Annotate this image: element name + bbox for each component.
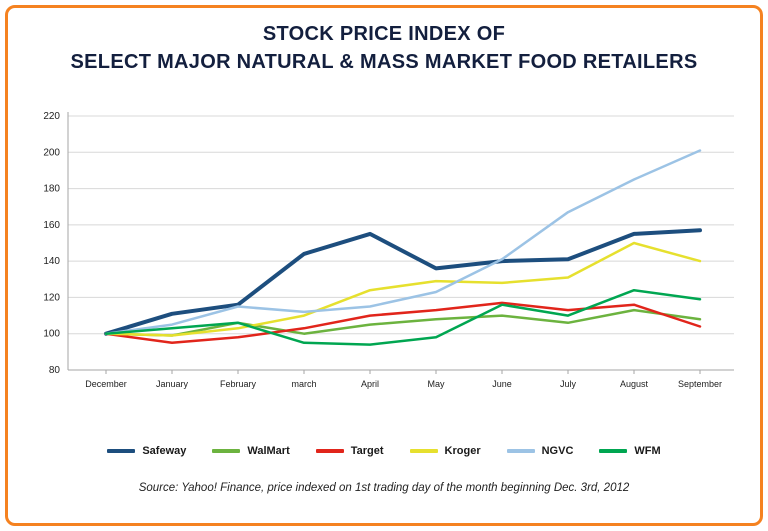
svg-text:July: July — [560, 379, 577, 389]
legend-item-wfm: WFM — [599, 445, 661, 457]
line-chart-svg: 80 100 120 140 160 180 200 220 December January Fe… — [43, 111, 734, 389]
svg-text:February: February — [220, 379, 257, 389]
chart-title: STOCK PRICE INDEX OF SELECT MAJOR NATURA… — [0, 20, 768, 76]
svg-text:80: 80 — [49, 365, 61, 376]
legend-swatch-target — [315, 449, 344, 453]
svg-text:200: 200 — [43, 147, 60, 158]
legend-label: Safeway — [142, 445, 187, 457]
svg-text:160: 160 — [43, 220, 60, 231]
legend-swatch-ngvc — [506, 449, 535, 453]
svg-text:April: April — [361, 379, 379, 389]
decorative-frame — [5, 5, 763, 526]
svg-text:January: January — [156, 379, 189, 389]
svg-text:180: 180 — [43, 184, 60, 195]
legend-item-ngvc: NGVC — [506, 445, 574, 457]
legend-item-walmart: WalMart — [212, 445, 290, 457]
chart-legend: Safeway WalMart Target Kroger NGVC WFM — [0, 445, 768, 457]
legend-label: WalMart — [247, 445, 290, 457]
legend-item-kroger: Kroger — [409, 445, 481, 457]
legend-item-safeway: Safeway — [107, 445, 186, 457]
svg-text:June: June — [492, 379, 512, 389]
legend-swatch-kroger — [409, 449, 438, 453]
svg-text:August: August — [620, 379, 649, 389]
svg-text:140: 140 — [43, 256, 60, 267]
chart-title-line2: SELECT MAJOR NATURAL & MASS MARKET FOOD … — [70, 51, 698, 73]
chart-title-line1: STOCK PRICE INDEX OF — [262, 23, 506, 45]
line-chart: 80 100 120 140 160 180 200 220 December January Fe… — [26, 100, 742, 410]
svg-text:December: December — [85, 379, 127, 389]
svg-text:100: 100 — [43, 329, 60, 340]
source-note: Source: Yahoo! Finance, price indexed on… — [138, 482, 630, 494]
svg-text:May: May — [427, 379, 445, 389]
legend-label: NGVC — [541, 445, 574, 457]
legend-swatch-wfm — [599, 449, 628, 453]
legend-swatch-walmart — [212, 449, 241, 453]
legend-label: Kroger — [444, 445, 481, 457]
svg-text:September: September — [678, 379, 722, 389]
legend-label: WFM — [634, 445, 661, 457]
svg-text:220: 220 — [43, 111, 60, 122]
legend-swatch-safeway — [107, 449, 136, 453]
legend-item-target: Target — [315, 445, 384, 457]
svg-text:120: 120 — [43, 292, 60, 303]
legend-label: Target — [350, 445, 384, 457]
svg-text:march: march — [291, 379, 316, 389]
